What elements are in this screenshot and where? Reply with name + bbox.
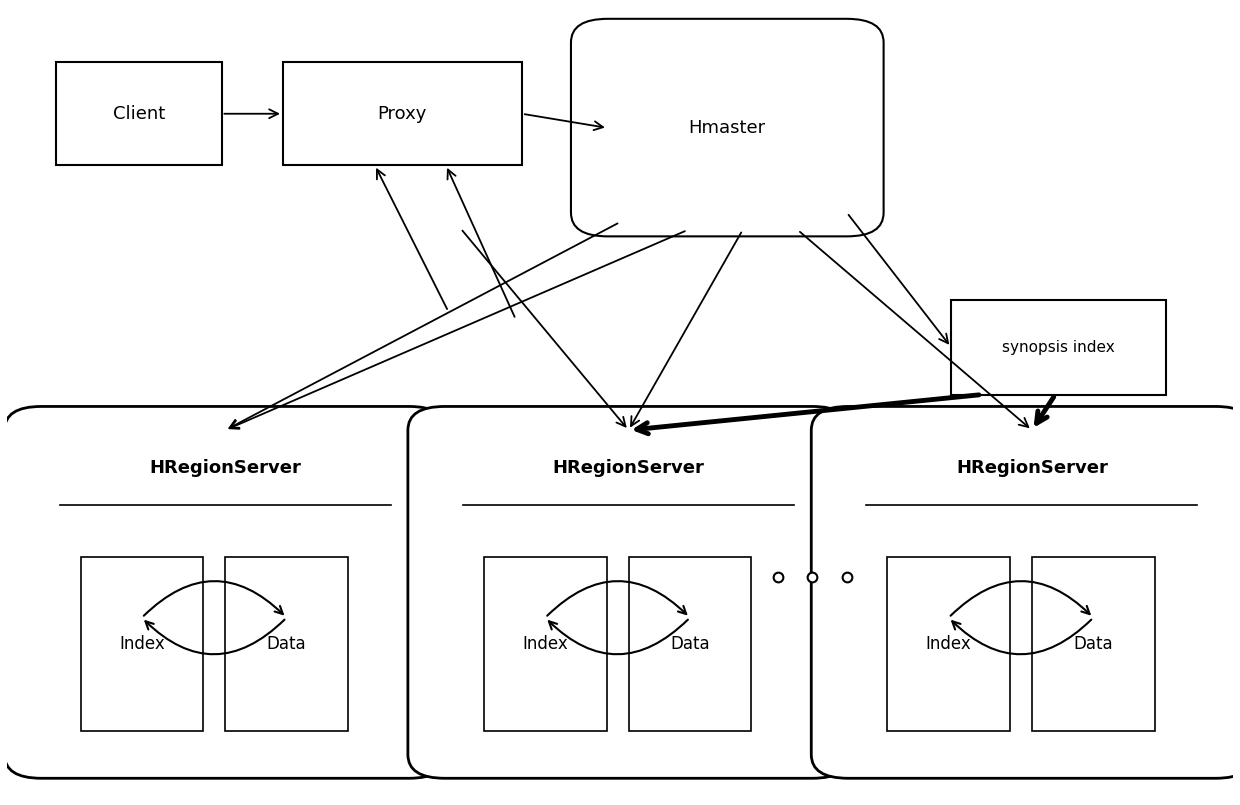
Text: Data: Data [670, 635, 709, 653]
Text: Hmaster: Hmaster [688, 118, 766, 137]
FancyBboxPatch shape [408, 407, 849, 778]
FancyBboxPatch shape [811, 407, 1240, 778]
Text: HRegionServer: HRegionServer [956, 459, 1107, 477]
Text: Proxy: Proxy [378, 105, 427, 122]
Text: HRegionServer: HRegionServer [553, 459, 704, 477]
Text: synopsis index: synopsis index [1002, 340, 1115, 355]
Text: Index: Index [119, 635, 165, 653]
Bar [629, 557, 751, 731]
Bar [283, 62, 522, 165]
Bar [888, 557, 1009, 731]
Bar [56, 62, 222, 165]
Bar [951, 299, 1166, 394]
Text: Data: Data [1074, 635, 1114, 653]
Text: HRegionServer: HRegionServer [149, 459, 301, 477]
Bar [81, 557, 203, 731]
Bar [226, 557, 347, 731]
Text: Index: Index [522, 635, 568, 653]
Text: Client: Client [113, 105, 165, 122]
FancyBboxPatch shape [570, 19, 884, 237]
Text: Index: Index [926, 635, 971, 653]
Bar [484, 557, 606, 731]
FancyBboxPatch shape [5, 407, 446, 778]
Text: Data: Data [267, 635, 306, 653]
Bar [1032, 557, 1154, 731]
